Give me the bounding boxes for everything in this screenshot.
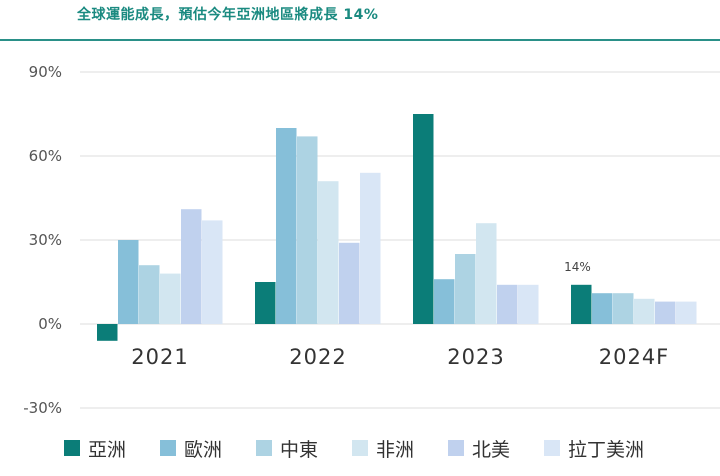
x-tick-label: 2021 <box>131 345 188 369</box>
legend-swatch <box>544 440 560 456</box>
bar <box>571 284 592 324</box>
legend-label: 歐洲 <box>184 439 222 461</box>
y-tick-label: 90% <box>29 63 62 81</box>
bar <box>139 265 160 324</box>
bar <box>339 242 360 324</box>
legend-label: 非洲 <box>376 439 414 461</box>
bar <box>497 284 518 324</box>
bar <box>318 181 339 324</box>
bar <box>655 301 676 324</box>
bar <box>592 293 613 324</box>
legend: 亞洲 歐洲 中東 非洲 北美 拉丁美洲 <box>64 439 644 461</box>
legend-swatch <box>256 440 272 456</box>
bar <box>297 136 318 324</box>
bar <box>413 114 434 324</box>
data-labels: 14% <box>564 260 591 274</box>
chart-title: 全球運能成長，預估今年亞洲地區將成長 14% <box>77 7 379 23</box>
legend-swatch <box>352 440 368 456</box>
y-tick-label: -30% <box>23 399 62 417</box>
bar <box>634 298 655 324</box>
bar <box>118 240 139 324</box>
bar <box>97 324 118 341</box>
title-divider <box>0 39 720 41</box>
y-tick-label: 30% <box>29 231 62 249</box>
x-tick-label: 2023 <box>447 345 504 369</box>
legend-label: 拉丁美洲 <box>568 439 644 461</box>
legend-label: 亞洲 <box>88 439 126 461</box>
legend-swatch <box>448 440 464 456</box>
data-label: 14% <box>564 260 591 274</box>
bar <box>613 293 634 324</box>
x-tick-label: 2022 <box>289 345 346 369</box>
x-tick-label: 2024F <box>599 345 670 369</box>
bar <box>202 220 223 324</box>
legend-swatch <box>160 440 176 456</box>
y-tick-label: 60% <box>29 147 62 165</box>
bar <box>476 223 497 324</box>
bars <box>97 114 697 341</box>
bar <box>160 273 181 324</box>
bar <box>518 284 539 324</box>
bar <box>434 279 455 324</box>
bar <box>360 172 381 324</box>
bar <box>276 128 297 324</box>
bar <box>676 301 697 324</box>
legend-label: 中東 <box>280 439 318 461</box>
x-axis-ticks: 2021 2022 2023 2024F <box>131 345 670 369</box>
y-tick-label: 0% <box>38 315 62 333</box>
bar <box>255 282 276 324</box>
y-axis-ticks: -30% 0% 30% 60% 90% <box>23 63 62 417</box>
bar <box>455 254 476 324</box>
bar <box>181 209 202 324</box>
legend-swatch <box>64 440 80 456</box>
legend-label: 北美 <box>472 439 510 461</box>
